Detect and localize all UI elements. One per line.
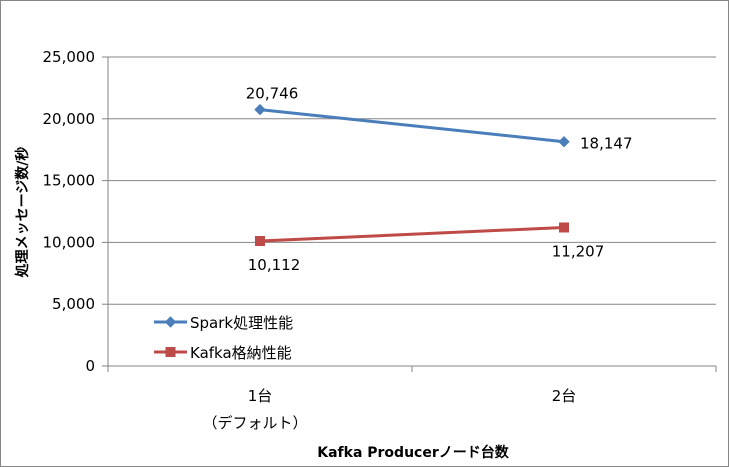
x-tick-sublabel: （デフォルト）: [202, 414, 307, 432]
data-label: 11,207: [552, 242, 605, 260]
gridlines: [108, 56, 716, 305]
data-label: 18,147: [580, 135, 633, 153]
legend-label: Spark処理性能: [190, 314, 293, 332]
y-axis-title: 処理メッセージ数/秒: [14, 147, 31, 279]
y-tick-label: 10,000: [43, 233, 96, 251]
y-tick-label: 25,000: [43, 48, 96, 66]
legend-marker: [165, 347, 176, 357]
y-tick-label: 0: [85, 357, 95, 375]
series-layer: [254, 103, 570, 247]
y-tick-label: 15,000: [43, 172, 96, 190]
data-point: [254, 103, 266, 116]
y-tick-label: 20,000: [43, 110, 96, 128]
x-tick-label: 2台: [552, 387, 577, 405]
data-point: [558, 135, 570, 148]
legend: Spark処理性能 Kafka格納性能: [154, 314, 293, 362]
x-axis-title: Kafka Producerノード台数: [317, 444, 509, 461]
data-point: [559, 222, 569, 233]
y-tick-label: 5,000: [52, 295, 95, 313]
data-label: 20,746: [246, 85, 299, 103]
axes: 0 5,000 10,000 15,000 20,000 25,000 1台 （デフォルト） 2…: [43, 48, 717, 432]
x-tick-label: 1台: [248, 387, 273, 405]
data-label: 10,112: [248, 256, 301, 274]
series-line-2: [259, 225, 565, 243]
data-labels: 20,746 18,147 10,112 11,207: [246, 85, 633, 274]
data-point: [255, 236, 265, 247]
series-line-1: [259, 108, 565, 144]
legend-label: Kafka格納性能: [190, 344, 292, 362]
legend-marker: [164, 316, 177, 328]
